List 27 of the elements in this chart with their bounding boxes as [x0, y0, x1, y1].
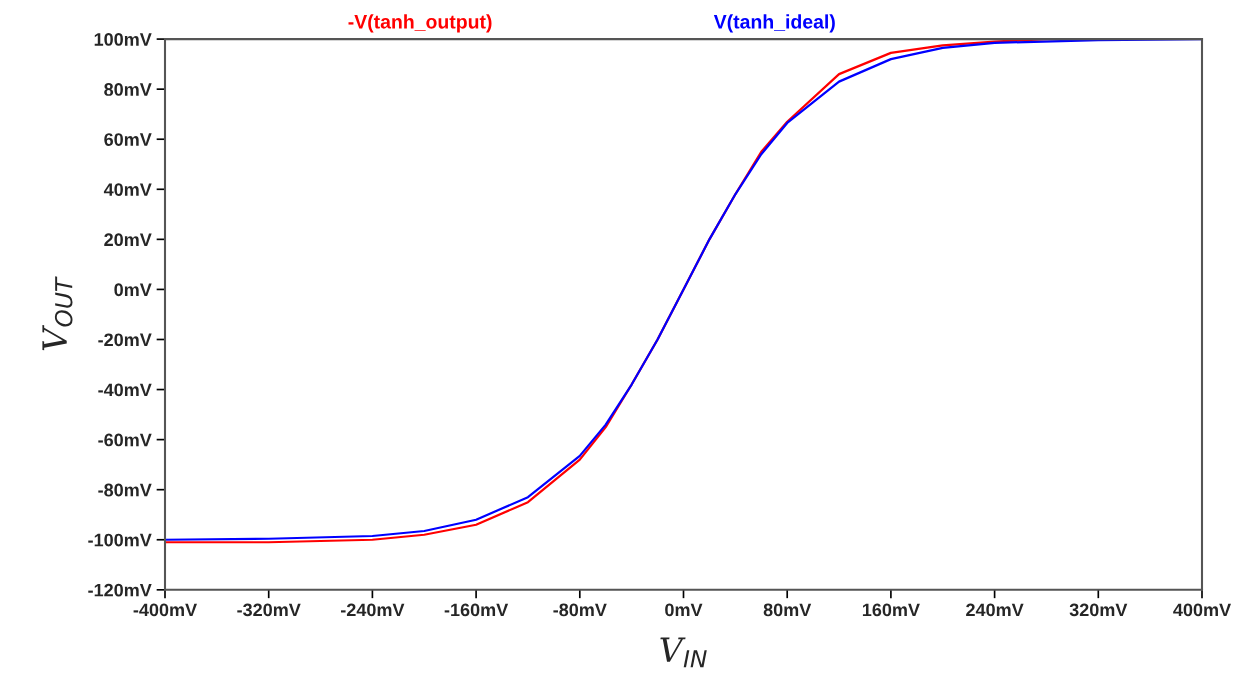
x-tick-label: 80mV: [763, 603, 812, 617]
y-tick-label: -120mV: [88, 583, 152, 597]
y-tick-label: 60mV: [104, 133, 152, 146]
text: -V(tanh_output): [348, 14, 492, 33]
x-tick-label: -320mV: [237, 603, 301, 617]
y-tick-label: 0mV: [114, 283, 152, 297]
y-tick-label: -100mV: [88, 533, 152, 547]
x-tick-label: 160mV: [862, 603, 920, 617]
y-tick-label: -60mV: [98, 433, 152, 447]
x-tick-label: 320mV: [1069, 603, 1128, 617]
x-tick-label: -80mV: [553, 603, 607, 617]
x-tick-label: 400mV: [1173, 603, 1231, 617]
x-axis-title: V$_{IN}$: [660, 637, 707, 668]
x-tick-label: -400mV: [133, 603, 197, 617]
y-tick-label: 80mV: [104, 83, 152, 96]
y-axis-title: V$_{OUT}$: [42, 276, 73, 351]
y-tick-label: -40mV: [98, 383, 152, 397]
x-tick-label: 0mV: [665, 603, 703, 617]
y-tick-label: -80mV: [98, 483, 152, 497]
text: V(tanh_ideal): [713, 14, 835, 33]
y-tick-label: -20mV: [98, 333, 152, 347]
y-tick-label: 20mV: [104, 233, 152, 247]
y-tick-label: 100mV: [94, 33, 152, 46]
x-tick-label: -160mV: [444, 603, 509, 617]
x-tick-label: 240mV: [966, 603, 1024, 617]
y-tick-label: 40mV: [103, 183, 152, 196]
x-tick-label: -240mV: [340, 603, 405, 617]
